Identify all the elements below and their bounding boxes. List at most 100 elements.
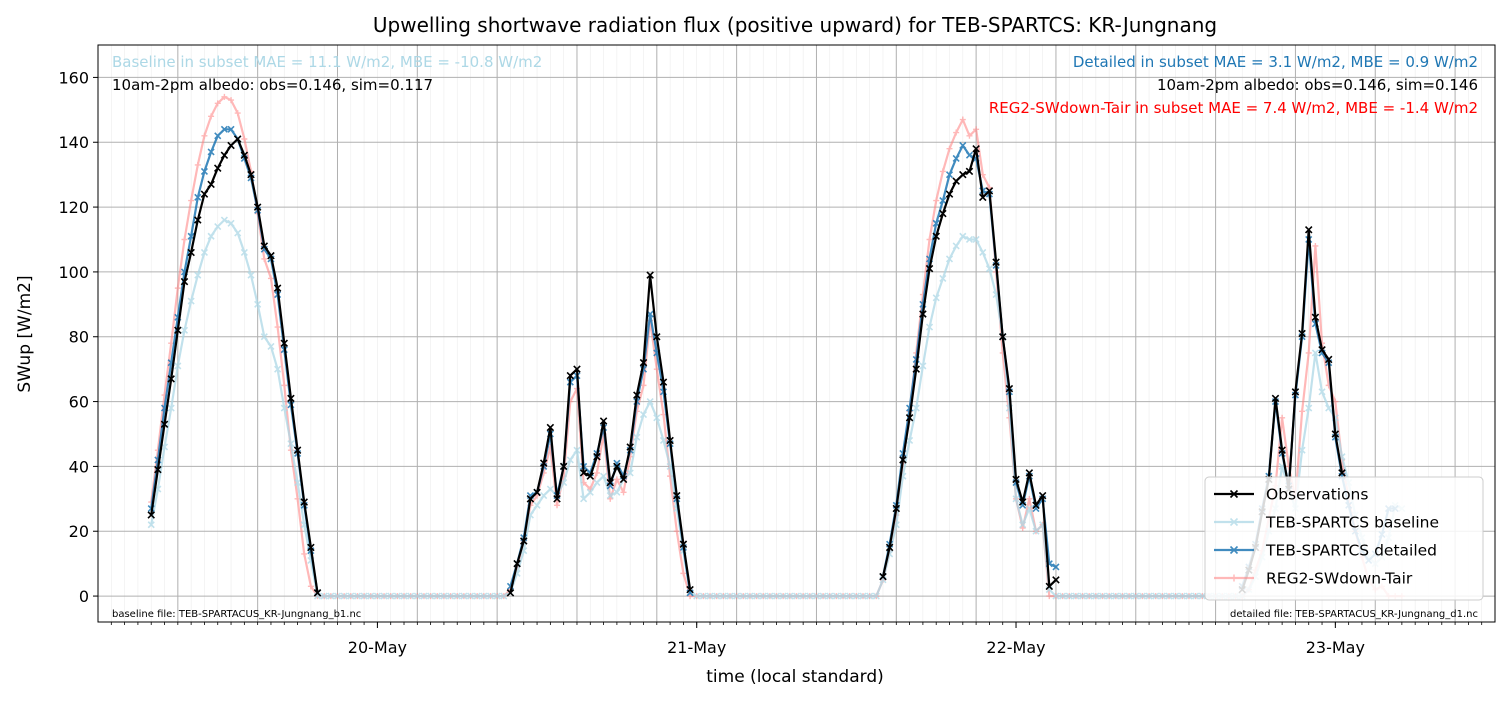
reg2-stats-text: REG2-SWdown-Tair in subset MAE = 7.4 W/m… xyxy=(989,99,1478,117)
data-point xyxy=(945,255,954,263)
data-point xyxy=(1311,349,1319,357)
data-point xyxy=(1045,582,1054,591)
data-point xyxy=(952,177,960,185)
x-tick-label: 20-May xyxy=(348,638,407,657)
legend-item: REG2-SWdown-Tair xyxy=(1214,570,1413,588)
data-point xyxy=(187,297,195,305)
data-point xyxy=(1165,592,1173,600)
data-point xyxy=(852,592,860,600)
data-point xyxy=(566,456,574,464)
data-point xyxy=(387,592,395,600)
data-point xyxy=(939,274,947,282)
data-point xyxy=(347,592,355,600)
data-point xyxy=(1052,563,1060,571)
data-point xyxy=(247,271,255,279)
data-point xyxy=(1331,430,1340,438)
data-point xyxy=(1005,384,1014,393)
data-point xyxy=(154,465,162,474)
data-point xyxy=(333,592,342,600)
data-point xyxy=(559,462,568,471)
data-point xyxy=(819,592,827,600)
data-point xyxy=(953,129,960,136)
data-point xyxy=(208,113,215,120)
data-point xyxy=(932,232,940,241)
data-point xyxy=(586,472,595,480)
legend-box xyxy=(1204,476,1484,601)
data-point xyxy=(220,151,229,159)
data-point xyxy=(220,125,228,133)
data-point xyxy=(965,167,974,176)
series-0 xyxy=(147,135,1346,597)
data-point xyxy=(613,476,620,483)
data-point xyxy=(214,100,221,107)
data-point xyxy=(513,559,521,568)
data-point xyxy=(1065,592,1073,600)
data-point xyxy=(965,235,974,244)
data-point xyxy=(607,495,614,502)
data-point xyxy=(932,294,940,302)
data-point xyxy=(1192,592,1200,600)
data-point xyxy=(626,469,634,477)
legend-marker xyxy=(1229,489,1239,499)
data-point xyxy=(919,362,927,370)
legend-marker xyxy=(1229,545,1239,555)
data-point xyxy=(912,404,920,412)
data-point xyxy=(1032,501,1040,510)
grid xyxy=(97,45,1495,622)
data-point xyxy=(973,126,980,133)
data-point xyxy=(274,324,281,331)
data-point xyxy=(194,216,202,224)
data-point xyxy=(187,248,195,257)
data-point xyxy=(620,489,627,496)
data-point xyxy=(992,258,1000,266)
data-point xyxy=(460,592,468,600)
data-point xyxy=(633,391,641,399)
data-point xyxy=(1318,388,1326,396)
data-point xyxy=(546,423,555,432)
data-point xyxy=(313,589,322,597)
data-point xyxy=(1025,504,1033,513)
data-point xyxy=(360,592,368,600)
data-point xyxy=(772,592,781,600)
data-point xyxy=(553,495,561,503)
data-point xyxy=(1112,592,1120,600)
data-point xyxy=(580,495,588,503)
legend-swatch xyxy=(1214,545,1254,555)
data-point xyxy=(241,136,248,143)
detailed-stats-text: Detailed in subset MAE = 3.1 W/m2, MBE =… xyxy=(1073,53,1478,71)
data-point xyxy=(1304,226,1313,234)
data-point xyxy=(267,251,275,260)
data-point xyxy=(606,492,614,500)
data-point xyxy=(340,592,348,600)
data-point xyxy=(1158,592,1166,600)
data-point xyxy=(979,248,987,257)
data-point xyxy=(280,339,289,347)
data-point xyxy=(713,592,721,600)
data-point xyxy=(1085,592,1093,600)
legend-item: TEB-SPARTCS detailed xyxy=(1214,542,1437,560)
data-point xyxy=(726,592,734,600)
data-point xyxy=(699,592,707,600)
data-point xyxy=(1305,349,1312,356)
data-point xyxy=(759,592,767,600)
data-point xyxy=(367,592,375,600)
data-point xyxy=(633,433,641,441)
y-tick-label: 60 xyxy=(69,393,89,412)
data-point xyxy=(945,171,954,179)
data-point xyxy=(599,417,608,425)
data-point xyxy=(466,592,475,600)
data-point xyxy=(194,161,201,168)
data-point xyxy=(427,592,435,600)
data-point xyxy=(1038,491,1047,500)
data-point xyxy=(892,504,901,513)
data-point xyxy=(273,284,282,292)
data-point xyxy=(1125,592,1133,600)
legend-label: TEB-SPARTCS baseline xyxy=(1265,514,1439,532)
data-point xyxy=(925,264,934,273)
data-point xyxy=(826,592,834,600)
data-point xyxy=(926,236,933,243)
data-point xyxy=(181,236,188,243)
data-point xyxy=(147,511,155,519)
data-point xyxy=(253,203,262,211)
data-point xyxy=(719,592,727,600)
